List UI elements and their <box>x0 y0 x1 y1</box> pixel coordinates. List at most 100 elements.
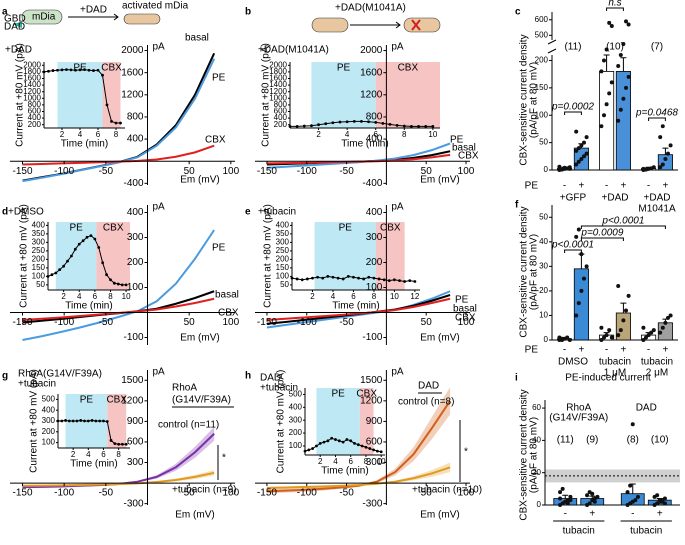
condition-label: +tubacin <box>18 379 56 390</box>
inset-point <box>46 275 50 278</box>
y-tick-label: 800 <box>127 112 144 123</box>
data-point <box>565 335 570 340</box>
inset-y-tick-label: 300 <box>289 415 303 424</box>
y-tick-label: 200 <box>535 56 549 65</box>
inset-point <box>352 120 356 123</box>
iv-curve <box>266 466 451 489</box>
y-tick-label: 40 <box>539 237 548 246</box>
n-label: (10) <box>606 42 624 53</box>
data-point <box>621 318 626 323</box>
n-label: (11) <box>557 435 574 446</box>
inset-point <box>302 124 306 128</box>
inset-y-tick-label: 150 <box>276 263 290 272</box>
inset-point <box>322 440 326 444</box>
error-bar <box>620 302 627 313</box>
inset-x-tick-label: 8 <box>372 292 377 301</box>
n-label: (11) <box>564 42 581 53</box>
bar-label: - <box>605 181 608 192</box>
data-point <box>641 338 646 342</box>
inset-y-tick-label: 200 <box>274 120 288 129</box>
x-tick-label: -150 <box>257 166 277 177</box>
inset-point <box>338 120 342 124</box>
inset-x-tick-label: 4 <box>331 292 336 301</box>
inset-point <box>337 439 341 443</box>
inset-region <box>311 62 376 128</box>
x-tick-label: -150 <box>12 166 32 177</box>
y-tick-label: 400 <box>127 134 144 145</box>
inset-point <box>408 279 412 283</box>
inset-y-tick-label: 1400 <box>23 80 41 89</box>
iv-curve <box>266 297 451 321</box>
n-label: (9) <box>586 435 598 446</box>
inset-point <box>362 277 366 281</box>
inset-point <box>121 442 124 446</box>
panel-letter: d <box>2 207 8 218</box>
inset-point <box>324 122 328 126</box>
x-axis-label: Em (mV) <box>180 175 219 186</box>
inset-point <box>114 121 118 125</box>
unit-label: pA <box>153 202 166 213</box>
inset-y-tick-label: 300 <box>42 416 56 425</box>
data-point <box>616 333 621 338</box>
inset-point <box>395 123 399 127</box>
inset-point <box>51 69 55 72</box>
inset-point <box>94 419 98 423</box>
error-bar <box>578 253 585 269</box>
schematic-label: activated mDia <box>122 1 189 12</box>
data-point <box>595 494 600 499</box>
inset-point <box>117 442 121 446</box>
inset-point <box>367 275 371 279</box>
inset-point <box>375 449 379 453</box>
inset-region <box>55 222 97 290</box>
region-label: CBX <box>103 223 124 234</box>
inset-point <box>109 278 112 282</box>
y-tick-label: 100 <box>127 282 144 293</box>
data-point <box>641 325 646 330</box>
inset-point <box>77 242 81 246</box>
y-tick-label: 2000 <box>121 45 144 56</box>
inset-x-tick-label: 12 <box>410 292 419 301</box>
comparison-bracket <box>564 249 582 253</box>
data-point <box>626 22 631 27</box>
inset-y-tick-label: 250 <box>32 246 46 255</box>
inset-point <box>372 448 375 452</box>
x-tick-label: -100 <box>54 317 74 328</box>
inset-x-tick-label: 6 <box>101 450 106 459</box>
inset-point <box>81 239 85 243</box>
inset-x-tick-label: 2 <box>318 457 323 466</box>
inset-point <box>98 419 102 423</box>
y-tick-label: 150 <box>535 83 549 92</box>
p-value: p=0.0009 <box>580 228 623 239</box>
bar-label: + <box>657 509 663 520</box>
x-tick-label: 100 <box>222 488 239 499</box>
inset-x-label: Time (min) <box>65 301 112 312</box>
inset-x-tick-label: 10 <box>390 292 399 301</box>
bar-label: + <box>620 181 626 192</box>
inset-point <box>349 439 353 443</box>
data-point <box>574 162 579 167</box>
series-label: basal <box>452 143 476 154</box>
x-axis-label: Em (mV) <box>180 333 219 344</box>
bar <box>573 268 589 341</box>
inset-x-tick-label: 6 <box>93 292 98 301</box>
region-label: PE <box>80 395 94 406</box>
data-point <box>574 234 579 239</box>
x-tick-label: -50 <box>99 166 114 177</box>
x-tick-label: 100 <box>458 488 475 499</box>
inset-y-tick-label: 1600 <box>269 74 287 83</box>
data-point <box>576 227 581 232</box>
y-tick-label: 300 <box>127 232 144 243</box>
inset-point <box>311 276 314 280</box>
inset-y-label: Current at +80 mV (pA) <box>19 204 30 308</box>
y-tick-label: 200 <box>127 257 144 268</box>
x-tick-label: -150 <box>257 317 277 328</box>
inset-region <box>375 222 405 290</box>
data-point <box>646 333 651 338</box>
data-point <box>576 159 581 164</box>
error-bar <box>589 495 596 499</box>
x-tick-label: -150 <box>257 488 277 499</box>
domain-label: DAD <box>4 22 25 33</box>
inset-point <box>290 276 294 280</box>
y-tick-label: 600 <box>535 15 549 24</box>
